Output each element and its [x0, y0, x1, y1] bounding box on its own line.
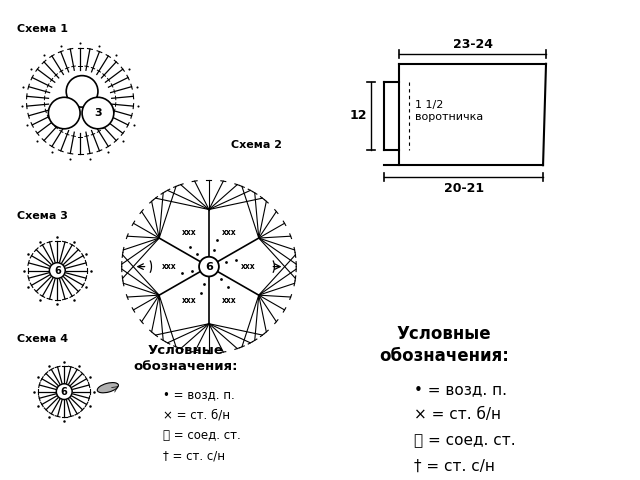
- Text: xxx: xxx: [182, 296, 196, 305]
- Text: xxx: xxx: [162, 262, 177, 271]
- Text: xxx: xxx: [241, 262, 256, 271]
- Text: Схема 1: Схема 1: [17, 24, 68, 34]
- Text: Условные
обозначения:: Условные обозначения:: [379, 324, 509, 365]
- Text: ⌢ = соед. ст.: ⌢ = соед. ст.: [163, 429, 241, 442]
- Text: • = возд. п.: • = возд. п.: [414, 382, 507, 397]
- Text: 20-21: 20-21: [444, 182, 484, 195]
- Text: Схема 2: Схема 2: [231, 141, 282, 150]
- Text: ⌢ = соед. ст.: ⌢ = соед. ст.: [414, 433, 516, 448]
- Text: • = возд. п.: • = возд. п.: [163, 388, 235, 401]
- Text: xxx: xxx: [221, 296, 236, 305]
- Text: 1 1/2
воротничка: 1 1/2 воротничка: [415, 100, 483, 122]
- Text: 6: 6: [54, 265, 61, 276]
- Ellipse shape: [97, 383, 118, 393]
- Circle shape: [66, 76, 98, 107]
- Circle shape: [199, 257, 219, 276]
- Text: 6: 6: [205, 262, 213, 272]
- Text: † = ст. с/н: † = ст. с/н: [414, 458, 495, 474]
- Circle shape: [82, 97, 114, 129]
- Circle shape: [49, 263, 65, 278]
- Text: Схема 3: Схема 3: [17, 211, 68, 221]
- Text: 23-24: 23-24: [452, 38, 493, 51]
- Circle shape: [49, 97, 80, 129]
- Text: × = ст. б/н: × = ст. б/н: [163, 408, 230, 421]
- Text: † = ст. с/н: † = ст. с/н: [163, 450, 225, 463]
- Text: 6: 6: [61, 386, 68, 396]
- Circle shape: [56, 384, 72, 399]
- Text: 12: 12: [349, 109, 367, 122]
- Text: Схема 4: Схема 4: [17, 335, 68, 345]
- Text: 3: 3: [94, 108, 102, 118]
- Text: xxx: xxx: [182, 228, 196, 237]
- Text: × = ст. б/н: × = ст. б/н: [414, 408, 501, 422]
- Text: Условные
обозначения:: Условные обозначения:: [133, 344, 237, 373]
- Text: xxx: xxx: [221, 228, 236, 237]
